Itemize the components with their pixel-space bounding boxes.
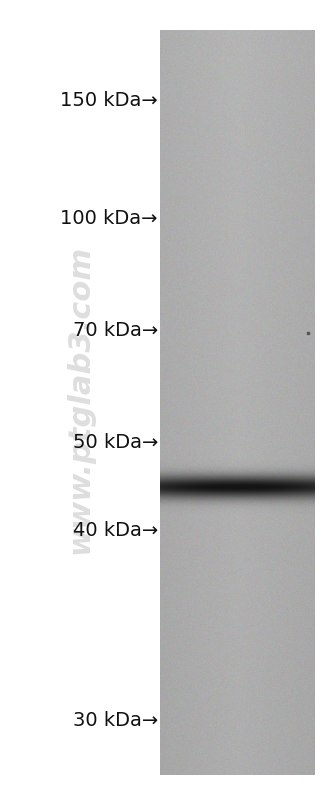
Text: 30 kDa→: 30 kDa→ <box>73 710 158 729</box>
Text: 70 kDa→: 70 kDa→ <box>73 320 158 340</box>
Text: 100 kDa→: 100 kDa→ <box>60 209 158 228</box>
Text: 50 kDa→: 50 kDa→ <box>73 434 158 452</box>
Text: 40 kDa→: 40 kDa→ <box>73 520 158 539</box>
Text: www.ptglab3.com: www.ptglab3.com <box>66 245 94 554</box>
Text: 150 kDa→: 150 kDa→ <box>60 90 158 109</box>
